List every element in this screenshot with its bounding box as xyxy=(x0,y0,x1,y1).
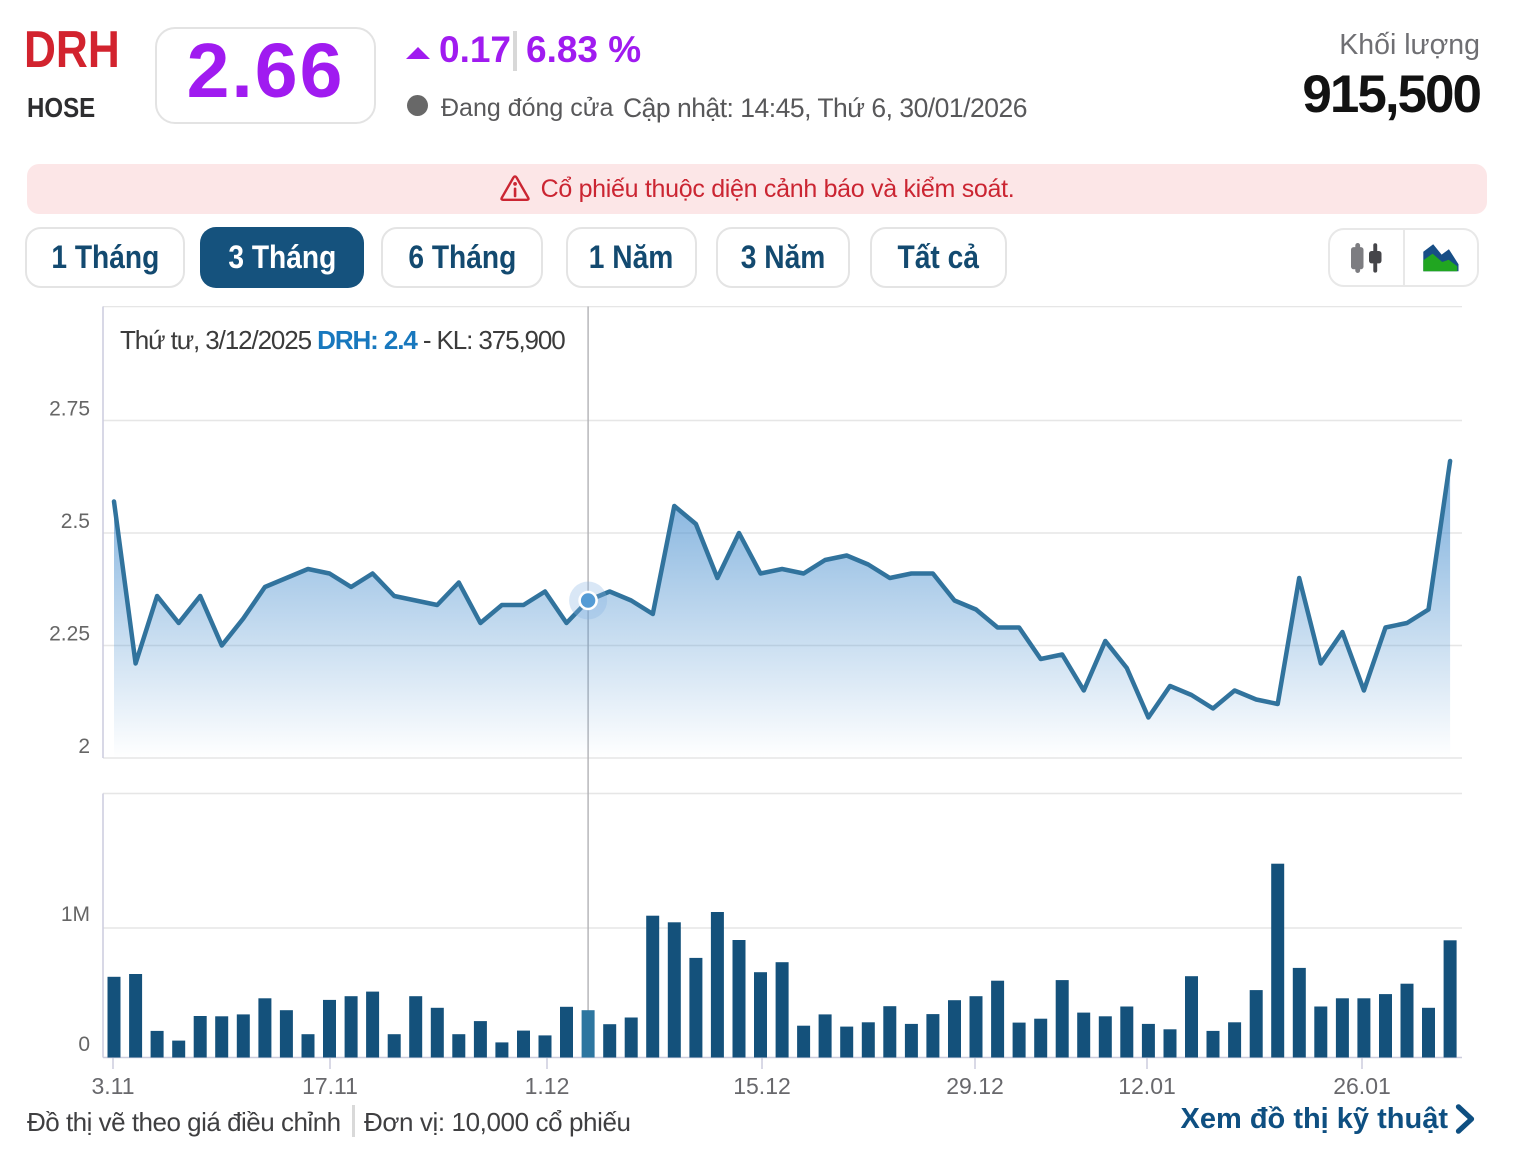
svg-text:3.11: 3.11 xyxy=(91,1073,134,1096)
svg-text:2.25: 2.25 xyxy=(49,623,90,646)
svg-text:17.11: 17.11 xyxy=(302,1073,358,1096)
svg-text:1.12: 1.12 xyxy=(525,1073,570,1096)
svg-text:2.5: 2.5 xyxy=(61,510,90,533)
svg-text:1M: 1M xyxy=(61,903,90,926)
svg-text:15.12: 15.12 xyxy=(733,1073,791,1096)
svg-text:0: 0 xyxy=(78,1033,90,1056)
svg-text:12.01: 12.01 xyxy=(1118,1073,1176,1096)
svg-text:2: 2 xyxy=(78,735,90,758)
svg-text:Thứ tư, 3/12/2025 DRH: 2.4 - K: Thứ tư, 3/12/2025 DRH: 2.4 - KL: 375,900 xyxy=(120,325,565,355)
svg-text:26.01: 26.01 xyxy=(1333,1073,1391,1096)
svg-text:29.12: 29.12 xyxy=(946,1073,1004,1096)
svg-text:2.75: 2.75 xyxy=(49,398,90,421)
